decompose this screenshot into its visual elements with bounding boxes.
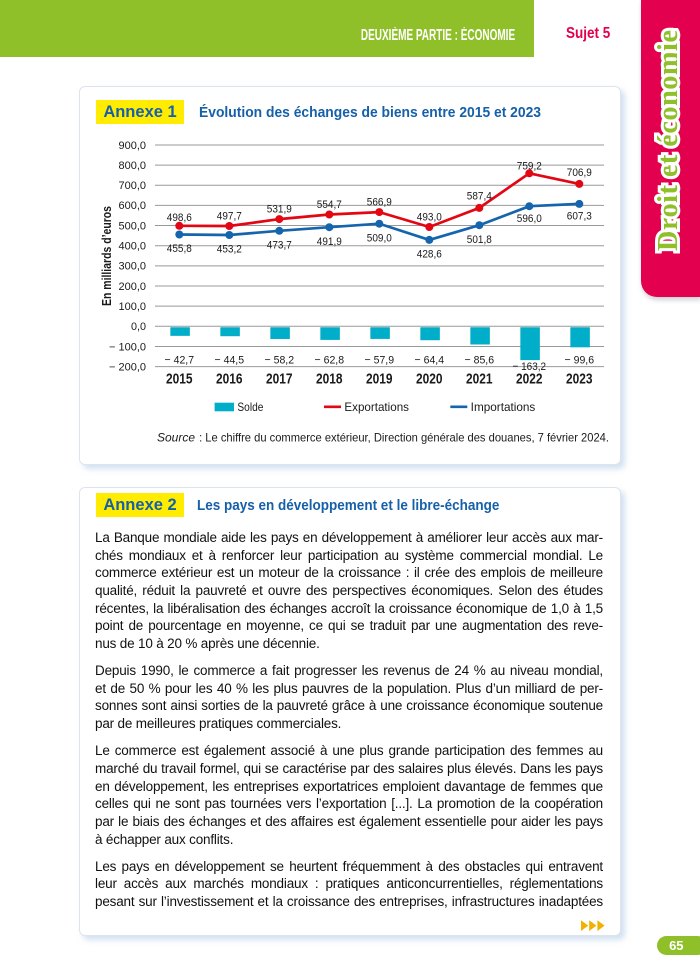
svg-text:566,9: 566,9 bbox=[367, 197, 392, 209]
svg-text:491,9: 491,9 bbox=[317, 236, 342, 248]
svg-text:300,0: 300,0 bbox=[119, 261, 147, 273]
svg-text:500,0: 500,0 bbox=[119, 220, 147, 232]
svg-text:2015: 2015 bbox=[166, 372, 193, 388]
svg-text:100,0: 100,0 bbox=[119, 301, 147, 313]
svg-text:600,0: 600,0 bbox=[119, 200, 147, 212]
svg-text:400,0: 400,0 bbox=[119, 241, 147, 253]
svg-text:455,8: 455,8 bbox=[167, 243, 192, 255]
svg-text:531,9: 531,9 bbox=[267, 204, 292, 216]
svg-text:493,0: 493,0 bbox=[417, 212, 442, 224]
svg-text:501,8: 501,8 bbox=[467, 234, 492, 246]
svg-text:200,0: 200,0 bbox=[119, 281, 147, 293]
svg-text:800,0: 800,0 bbox=[119, 160, 147, 172]
svg-text:2018: 2018 bbox=[316, 372, 343, 388]
svg-text:509,0: 509,0 bbox=[367, 232, 392, 244]
svg-text:Exportations: Exportations bbox=[344, 401, 409, 414]
svg-text:596,0: 596,0 bbox=[517, 213, 542, 225]
svg-text:− 200,0: − 200,0 bbox=[109, 361, 146, 373]
svg-text:607,3: 607,3 bbox=[567, 211, 592, 223]
svg-text:2021: 2021 bbox=[466, 372, 493, 388]
svg-text:759,2: 759,2 bbox=[517, 161, 542, 173]
svg-text:554,7: 554,7 bbox=[317, 199, 342, 211]
svg-text:− 100,0: − 100,0 bbox=[109, 341, 146, 353]
svg-text:497,7: 497,7 bbox=[217, 211, 242, 223]
svg-text:2020: 2020 bbox=[416, 372, 443, 388]
svg-text:− 64,4: − 64,4 bbox=[415, 354, 445, 366]
svg-text:En milliards d’euros: En milliards d’euros bbox=[99, 206, 114, 306]
svg-text:Importations: Importations bbox=[471, 401, 536, 414]
svg-text:− 57,9: − 57,9 bbox=[365, 354, 395, 366]
svg-text:Solde: Solde bbox=[237, 401, 263, 414]
svg-text:700,0: 700,0 bbox=[119, 180, 147, 192]
svg-text:473,7: 473,7 bbox=[267, 239, 292, 251]
svg-text:− 58,2: − 58,2 bbox=[265, 354, 295, 366]
svg-text:2017: 2017 bbox=[266, 372, 293, 388]
svg-text:Droit et économie: Droit et économie bbox=[653, 30, 684, 251]
svg-text:453,2: 453,2 bbox=[217, 244, 242, 256]
svg-text:− 42,7: − 42,7 bbox=[165, 354, 195, 366]
svg-text:− 44,5: − 44,5 bbox=[215, 354, 245, 366]
svg-text:498,6: 498,6 bbox=[167, 212, 192, 224]
svg-text:587,4: 587,4 bbox=[467, 191, 492, 203]
svg-text:2016: 2016 bbox=[216, 372, 243, 388]
svg-text:706,9: 706,9 bbox=[567, 167, 592, 179]
svg-text:− 163,2: − 163,2 bbox=[513, 361, 547, 373]
svg-text:: Le chiffre du commerce extér: : Le chiffre du commerce extérieur, Dire… bbox=[196, 431, 609, 445]
svg-text:Source: Source bbox=[157, 431, 195, 445]
svg-text:− 62,8: − 62,8 bbox=[315, 354, 345, 366]
svg-text:2022: 2022 bbox=[516, 372, 543, 388]
svg-text:2019: 2019 bbox=[366, 372, 393, 388]
svg-text:2023: 2023 bbox=[566, 372, 593, 388]
svg-text:428,6: 428,6 bbox=[417, 249, 442, 261]
svg-text:− 99,6: − 99,6 bbox=[565, 354, 595, 366]
svg-text:900,0: 900,0 bbox=[119, 140, 147, 152]
svg-text:0,0: 0,0 bbox=[131, 321, 146, 333]
svg-text:− 85,6: − 85,6 bbox=[465, 354, 495, 366]
